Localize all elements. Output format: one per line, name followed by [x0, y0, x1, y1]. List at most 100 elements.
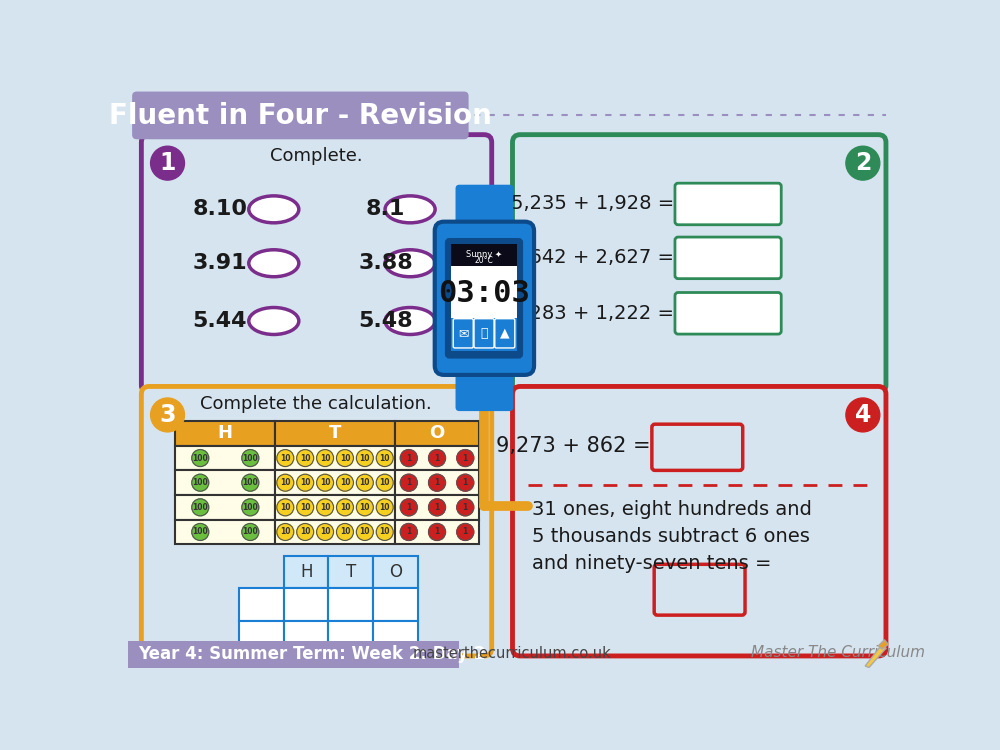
Text: 10: 10 [300, 527, 310, 536]
Ellipse shape [249, 196, 299, 223]
Circle shape [297, 524, 314, 541]
Circle shape [376, 499, 393, 516]
Text: 10: 10 [280, 454, 291, 463]
Text: 100: 100 [192, 454, 208, 463]
FancyBboxPatch shape [456, 184, 513, 238]
Circle shape [457, 449, 474, 466]
Text: Sunny ✦: Sunny ✦ [466, 251, 502, 260]
Circle shape [192, 524, 209, 541]
Text: 8.21: 8.21 [454, 200, 509, 219]
Bar [328, 556, 373, 588]
Bar [395, 520, 479, 544]
Text: 10: 10 [379, 527, 390, 536]
Text: 1: 1 [406, 527, 411, 536]
Circle shape [429, 474, 446, 491]
Text: 8.1: 8.1 [366, 200, 405, 219]
FancyBboxPatch shape [675, 237, 781, 279]
FancyBboxPatch shape [453, 319, 473, 348]
Circle shape [336, 524, 353, 541]
Text: ▲: ▲ [500, 327, 510, 340]
FancyBboxPatch shape [446, 239, 522, 357]
FancyBboxPatch shape [512, 135, 886, 392]
Circle shape [846, 146, 880, 180]
Text: and ninety-seven tens =: and ninety-seven tens = [532, 554, 771, 573]
Bar [275, 470, 395, 495]
Bar [373, 652, 418, 686]
Bar [275, 421, 395, 446]
Circle shape [151, 398, 184, 432]
Circle shape [192, 499, 209, 516]
FancyBboxPatch shape [654, 564, 745, 615]
Text: 10: 10 [340, 454, 350, 463]
Text: 10: 10 [360, 454, 370, 463]
Text: 10: 10 [280, 527, 291, 536]
Circle shape [242, 474, 259, 491]
Text: Master The Curriculum: Master The Curriculum [751, 644, 925, 659]
Ellipse shape [385, 308, 435, 334]
Ellipse shape [385, 250, 435, 277]
Text: 20°C: 20°C [475, 256, 493, 265]
Text: 10: 10 [360, 527, 370, 536]
Text: ⌕: ⌕ [480, 327, 488, 340]
FancyBboxPatch shape [141, 135, 492, 392]
Circle shape [429, 524, 446, 541]
Text: 3.88: 3.88 [358, 254, 413, 273]
FancyBboxPatch shape [132, 92, 469, 140]
Text: 100: 100 [242, 527, 258, 536]
Text: 1: 1 [434, 503, 440, 512]
Bar [175, 446, 275, 470]
Text: 10: 10 [340, 478, 350, 488]
Circle shape [429, 499, 446, 516]
Text: 10: 10 [379, 454, 390, 463]
Text: T: T [346, 563, 356, 581]
Text: 10: 10 [300, 454, 310, 463]
Bar [373, 588, 418, 620]
Text: H: H [218, 424, 233, 442]
Circle shape [376, 524, 393, 541]
Circle shape [317, 499, 334, 516]
Text: 10: 10 [300, 503, 310, 512]
FancyBboxPatch shape [435, 222, 534, 375]
Text: 4: 4 [855, 403, 871, 427]
Bar [373, 620, 418, 652]
Bar [284, 652, 328, 686]
Bar [395, 446, 479, 470]
Circle shape [277, 474, 294, 491]
FancyBboxPatch shape [495, 319, 515, 348]
Text: Complete the calculation.: Complete the calculation. [200, 395, 432, 413]
Bar [239, 652, 284, 686]
Circle shape [356, 499, 373, 516]
Text: Complete.: Complete. [270, 147, 362, 165]
Polygon shape [865, 644, 886, 668]
Text: O: O [389, 563, 402, 581]
Circle shape [400, 474, 417, 491]
Text: 10: 10 [360, 478, 370, 488]
FancyBboxPatch shape [474, 319, 494, 348]
Circle shape [400, 499, 417, 516]
Circle shape [457, 499, 474, 516]
Text: 10: 10 [280, 478, 291, 488]
FancyBboxPatch shape [456, 357, 513, 411]
Text: 10: 10 [280, 503, 291, 512]
Text: O: O [429, 424, 445, 442]
Text: 100: 100 [242, 503, 258, 512]
Text: 10: 10 [379, 478, 390, 488]
Text: 100: 100 [192, 527, 208, 536]
Bar [239, 588, 284, 620]
Ellipse shape [249, 308, 299, 334]
Text: 1: 1 [463, 503, 468, 512]
Bar [373, 556, 418, 588]
Text: 9,273 + 862 =: 9,273 + 862 = [496, 436, 651, 456]
Bar [284, 588, 328, 620]
Circle shape [242, 499, 259, 516]
Bar [275, 495, 395, 520]
Circle shape [317, 449, 334, 466]
Bar [175, 520, 275, 544]
Text: 2,642 + 2,627 =: 2,642 + 2,627 = [511, 248, 674, 267]
Bar [395, 470, 479, 495]
Text: 1: 1 [463, 478, 468, 488]
Bar [175, 495, 275, 520]
Circle shape [400, 524, 417, 541]
Text: ✉: ✉ [458, 327, 468, 340]
Circle shape [429, 449, 446, 466]
